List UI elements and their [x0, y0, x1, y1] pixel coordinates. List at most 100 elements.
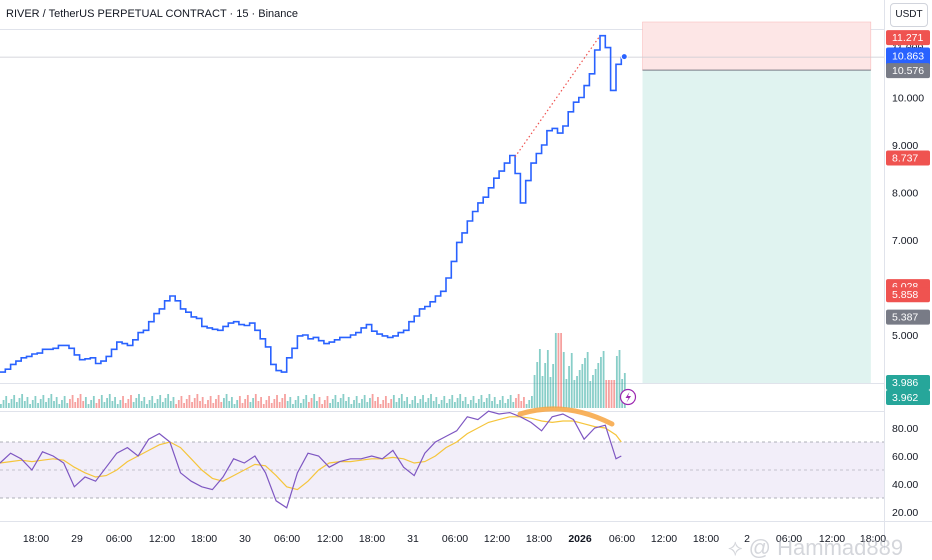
volume-bar [212, 403, 215, 408]
volume-bar [233, 404, 236, 408]
volume-bar [610, 380, 613, 408]
time-tick-label: 06:00 [106, 533, 132, 545]
rsi-line [0, 410, 622, 509]
price-tick-label: 8.000 [892, 188, 918, 200]
volume-bar [568, 366, 570, 408]
volume-bar [199, 401, 201, 408]
volume-bar [164, 398, 167, 408]
volume-bar [379, 404, 382, 408]
volume-bar [207, 400, 209, 408]
volume-bar [284, 394, 286, 408]
volume-bar [196, 394, 199, 408]
volume-bar [315, 401, 318, 408]
volume-bar [416, 403, 419, 408]
time-tick-label: 18:00 [860, 533, 886, 545]
volume-bar [153, 403, 156, 408]
time-tick-label: 30 [239, 533, 251, 545]
trend-line [514, 35, 601, 158]
volume-bar [488, 394, 491, 408]
volume-bar [252, 398, 255, 408]
time-tick-label: 06:00 [442, 533, 468, 545]
time-tick-label: 29 [71, 533, 83, 545]
volume-bar [5, 396, 8, 408]
time-tick-label: 18:00 [693, 533, 719, 545]
volume-bar [180, 396, 183, 408]
volume-bar [249, 402, 252, 408]
price-label-bg [886, 309, 930, 325]
volume-bar [427, 398, 430, 408]
volume-bar [329, 403, 332, 408]
volume-bar [69, 399, 71, 408]
volume-bar [581, 364, 584, 408]
volume-bar [597, 363, 600, 408]
volume-bar [371, 394, 374, 408]
volume-bar [100, 395, 103, 408]
volume-bar [2, 400, 5, 408]
volume-bar [270, 403, 273, 408]
volume-bar [523, 397, 525, 408]
volume-bar [47, 398, 50, 408]
volume-bar [321, 404, 324, 408]
volume-bar [515, 398, 517, 408]
volume-bar [167, 394, 170, 408]
volume-bar [15, 402, 18, 408]
symbol-header[interactable]: RIVER / TetherUS PERPETUAL CONTRACT · 15… [6, 8, 298, 20]
volume-bar [0, 404, 2, 408]
volume-bar [246, 395, 249, 408]
volume-bar [84, 397, 87, 408]
volume-bar [265, 400, 268, 408]
volume-bar [50, 394, 53, 408]
volume-bar [573, 380, 576, 408]
volume-bar [193, 398, 196, 408]
price-label-value: 10.576 [892, 65, 924, 77]
price-label-value: 11.271 [892, 32, 923, 44]
volume-bar [191, 402, 193, 408]
volume-bar [358, 403, 361, 408]
volume-bar [517, 394, 520, 408]
volume-bar [536, 362, 539, 408]
price-tick-label: 10.000 [892, 93, 924, 105]
time-tick-label: 31 [407, 533, 419, 545]
rsi-tick-label: 20.00 [892, 507, 918, 519]
volume-bar [74, 402, 77, 408]
volume-bar [119, 400, 122, 408]
volume-bar [45, 402, 47, 408]
volume-bar [114, 397, 116, 408]
volume-bar [374, 401, 377, 408]
volume-bar [600, 357, 602, 408]
volume-bar [560, 333, 563, 408]
volume-bar [605, 380, 608, 408]
volume-bar [544, 363, 547, 408]
volume-bar [448, 399, 451, 408]
volume-bar [472, 396, 475, 408]
volume-bar [230, 397, 233, 408]
volume-bar [111, 401, 114, 408]
volume-bar [215, 399, 217, 408]
volume-bar [485, 398, 488, 408]
volume-bar [435, 397, 438, 408]
price-label-bg [886, 150, 930, 166]
volume-bar [363, 395, 366, 408]
volume-bar [82, 401, 85, 408]
volume-bar [92, 396, 95, 408]
volume-bar [419, 399, 422, 408]
volume-bar [398, 398, 401, 408]
binance-square-icon: ⟡ [728, 535, 743, 560]
volume-bar [366, 402, 369, 408]
volume-bar [464, 397, 467, 408]
volume-bar [90, 400, 93, 408]
volume-bar [615, 356, 618, 408]
volume-bar [204, 404, 207, 408]
currency-button[interactable]: USDT [890, 3, 928, 27]
volume-bar [557, 333, 560, 408]
volume-bar [520, 401, 523, 408]
price-label-badge: 8.737 [886, 150, 930, 166]
volume-bar [382, 400, 385, 408]
volume-bar [377, 397, 379, 408]
volume-bar [42, 395, 45, 408]
volume-bar [159, 395, 162, 408]
volume-bar [188, 395, 191, 408]
volume-bar [392, 395, 395, 408]
